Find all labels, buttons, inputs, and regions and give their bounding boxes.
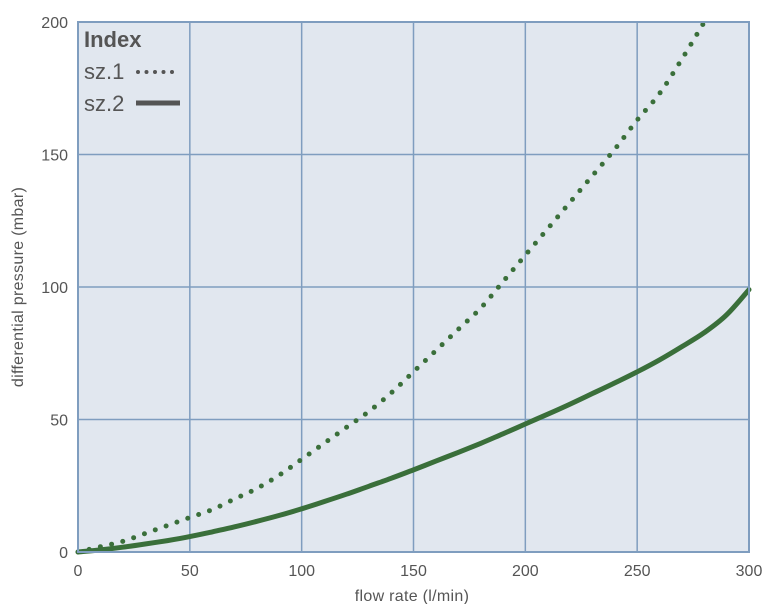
series-line-sz1 — [75, 19, 707, 555]
x-axis-label: flow rate (l/min) — [355, 588, 469, 604]
plot-frame — [77, 21, 750, 553]
x-tick-label-6: 300 — [736, 563, 763, 580]
series-layer — [75, 19, 752, 555]
legend: Index sz.1 sz.2 — [84, 27, 180, 116]
y-tick-label-1: 50 — [50, 413, 68, 430]
x-tick-label-3: 150 — [400, 563, 427, 580]
legend-title: Index — [84, 27, 142, 52]
y-tick-label-0: 0 — [59, 545, 68, 562]
x-tick-label-0: 0 — [74, 563, 83, 580]
y-tick-label-4: 200 — [41, 15, 68, 32]
x-tick-label-1: 50 — [181, 563, 199, 580]
y-tick-label-3: 150 — [41, 148, 68, 165]
y-axis-label: differential pressure (mbar) — [10, 187, 27, 387]
x-tick-labels: 0 50 100 150 200 250 300 — [74, 563, 763, 580]
y-tick-label-2: 100 — [41, 280, 68, 297]
grid — [78, 22, 749, 552]
legend-label-sz2: sz.2 — [84, 91, 124, 116]
series-line-sz2 — [75, 287, 752, 555]
x-tick-label-4: 200 — [512, 563, 539, 580]
x-tick-label-2: 100 — [288, 563, 315, 580]
y-tick-labels: 0 50 100 150 200 — [41, 15, 68, 562]
x-tick-label-5: 250 — [624, 563, 651, 580]
legend-label-sz1: sz.1 — [84, 59, 124, 84]
